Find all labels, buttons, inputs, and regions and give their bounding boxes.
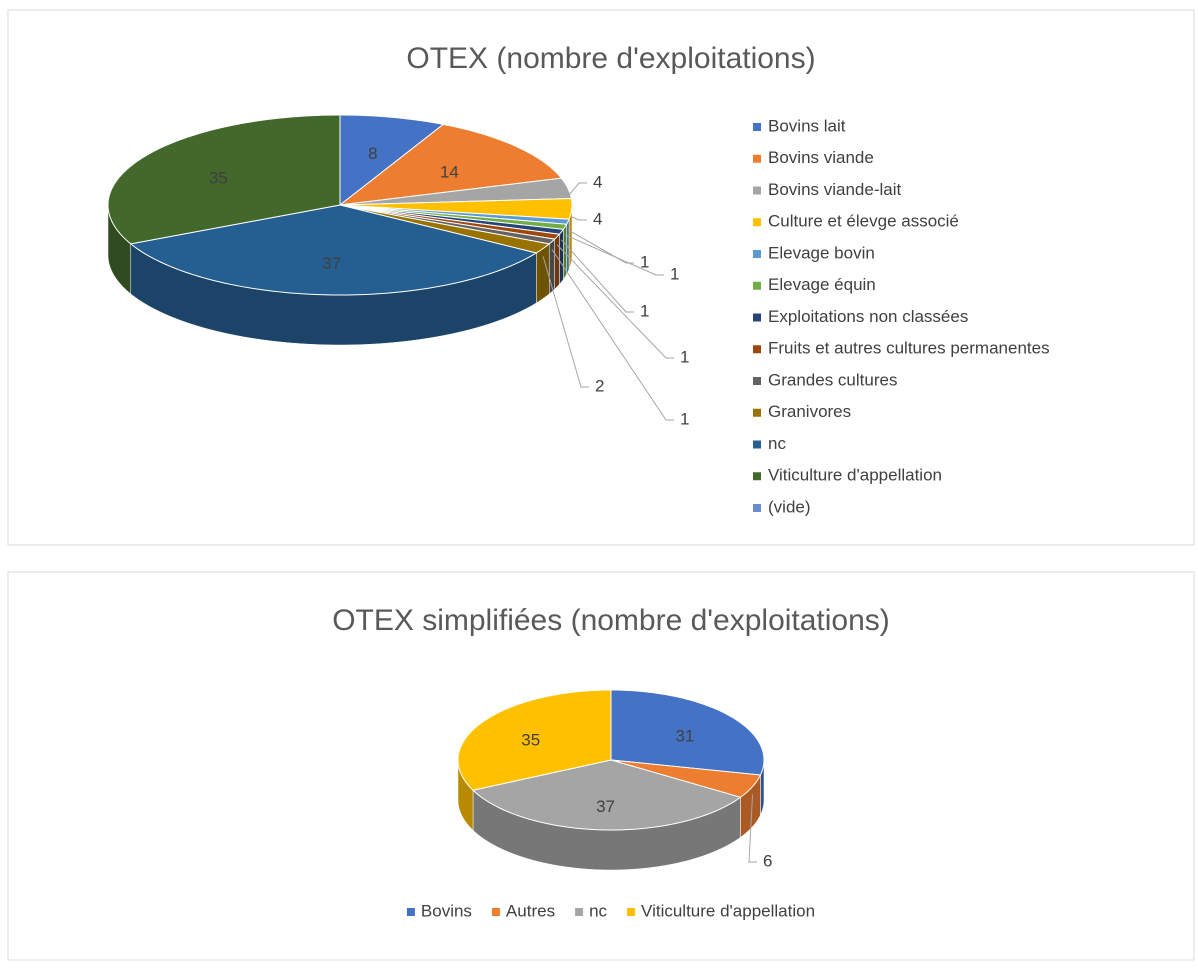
leader-line <box>567 182 587 197</box>
legend-label: Viticulture d'appellation <box>768 466 942 485</box>
pie-slice <box>610 689 765 776</box>
pie-slice <box>610 759 762 798</box>
legend-swatch <box>491 908 500 916</box>
data-label: 14 <box>440 162 459 181</box>
data-label: 8 <box>368 144 377 163</box>
pie-slice <box>339 177 573 206</box>
legend-swatch <box>753 186 761 195</box>
leader-line <box>556 244 674 359</box>
legend-label: Viticulture d'appellation <box>641 901 815 920</box>
legend-swatch <box>753 123 761 131</box>
legend: Bovins Autres nc Viticulture d'appellation <box>406 901 815 920</box>
legend-swatch <box>753 154 761 163</box>
legend-label: Fruits et autres cultures permanentes <box>768 339 1050 358</box>
legend-swatch <box>753 281 761 290</box>
legend-label: Autres <box>506 901 555 920</box>
data-label: 4 <box>593 209 602 228</box>
leader-line <box>567 229 634 264</box>
legend-swatch <box>753 250 761 258</box>
legend-label: Culture et élevge associé <box>768 212 959 231</box>
chart-title: OTEX (nombre d'exploitations) <box>406 42 815 75</box>
pie-side <box>559 228 564 285</box>
data-label: 37 <box>322 254 341 273</box>
legend-label: Exploitations non classées <box>768 307 968 326</box>
legend-swatch <box>753 440 761 449</box>
data-label: 1 <box>640 252 649 271</box>
pie-slice <box>339 114 445 207</box>
legend-label: (vide) <box>768 497 811 516</box>
pie-side <box>536 243 550 304</box>
legend-label: Bovins lait <box>768 116 846 135</box>
legend-swatch <box>575 908 584 916</box>
data-label: 37 <box>596 797 615 816</box>
data-label: 2 <box>595 376 604 395</box>
data-label: 35 <box>521 730 540 749</box>
data-label: 1 <box>680 409 689 428</box>
leader-line <box>564 234 664 276</box>
data-label: 6 <box>763 851 772 870</box>
data-label: 1 <box>680 347 689 366</box>
leader-line <box>542 256 589 388</box>
data-label: 4 <box>593 172 602 191</box>
pie-slice <box>457 689 612 791</box>
legend-label: Grandes cultures <box>768 370 897 389</box>
legend-label: nc <box>768 434 786 453</box>
chart-title: OTEX simplifiées (nombre d'exploitations… <box>332 604 890 637</box>
legend-label: Bovins <box>421 901 472 920</box>
legend-swatch <box>753 218 761 227</box>
legend-swatch <box>753 504 761 512</box>
pie-slice <box>107 114 341 245</box>
legend-swatch <box>753 377 761 385</box>
data-label: 1 <box>640 301 649 320</box>
pie-slice <box>129 204 538 296</box>
data-label: 31 <box>675 726 694 745</box>
legend-label: Elevage bovin <box>768 243 875 262</box>
pie-slice <box>339 198 573 220</box>
pie-slice <box>339 204 551 254</box>
legend-swatch <box>753 408 761 417</box>
legend-swatch <box>753 345 761 354</box>
leader-line <box>571 216 587 221</box>
legend-swatch <box>406 908 415 916</box>
legend-swatch <box>627 908 636 916</box>
leader-line <box>748 794 757 863</box>
legend-label: Bovins viande <box>768 148 874 167</box>
legend-label: nc <box>589 901 607 920</box>
pie-side <box>554 233 560 290</box>
legend-swatch <box>753 313 761 322</box>
pie-slice <box>471 759 742 831</box>
data-label: 35 <box>209 169 228 188</box>
legend-label: Bovins viande-lait <box>768 180 902 199</box>
legend-label: Elevage équin <box>768 275 876 294</box>
legend-label: Granivores <box>768 402 851 421</box>
legend-swatch <box>753 472 761 481</box>
leader-line <box>551 249 674 421</box>
leader-line <box>561 239 634 313</box>
data-label: 1 <box>670 264 679 283</box>
